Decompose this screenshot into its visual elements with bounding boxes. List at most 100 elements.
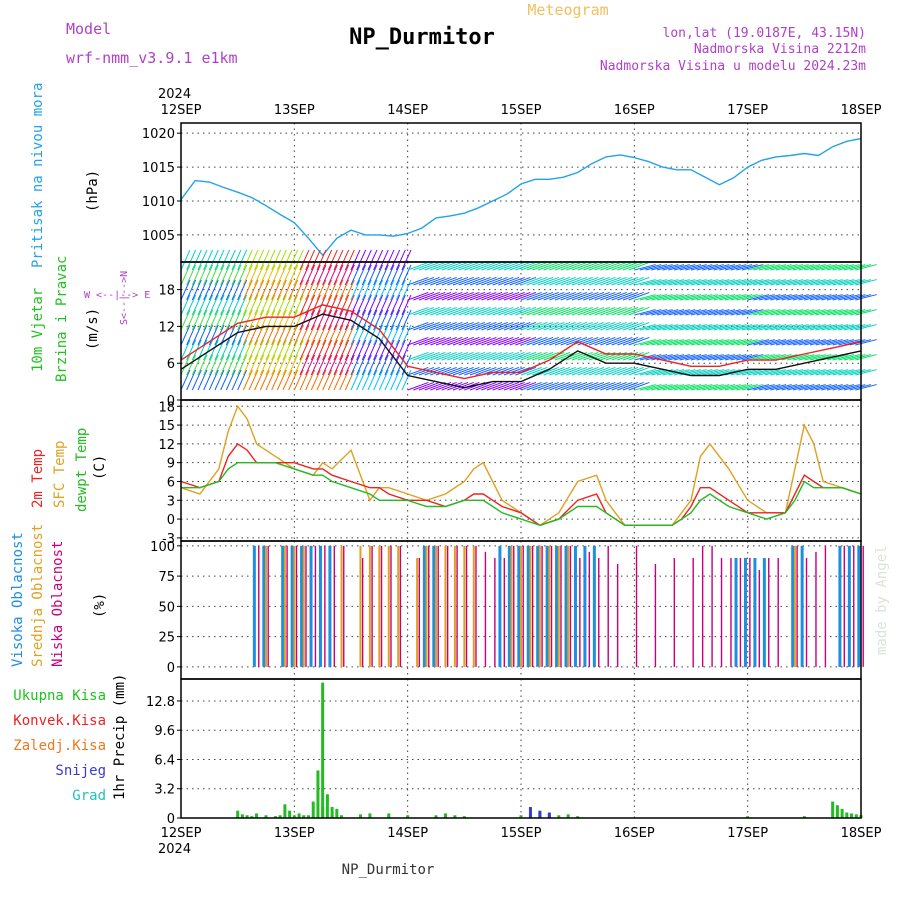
wind-barb (526, 276, 548, 286)
wind-barb (339, 324, 350, 346)
wind-barb (537, 291, 559, 301)
cloud-bar (517, 545, 521, 667)
wind-barb (322, 279, 333, 301)
precip-legend: Ukupna Kisa Konvek.Kisa Zaledj.Kisa Snij… (13, 688, 106, 804)
wind-barb (662, 279, 685, 286)
wind-barb (441, 321, 463, 331)
wind-barb (781, 309, 804, 316)
cloud-bar (397, 545, 400, 667)
cloud-bar (654, 564, 657, 667)
precip-bar (292, 815, 296, 818)
wind-barb (486, 351, 508, 361)
wind-barb (407, 321, 429, 331)
wind-barb (498, 261, 520, 271)
wind-barb (515, 336, 537, 346)
cloud-bar (267, 545, 269, 667)
wind-barb (787, 354, 809, 361)
wind-barb (390, 264, 401, 286)
wind-barb (594, 321, 616, 331)
wind-barb (707, 324, 730, 331)
wind-barb (452, 276, 474, 286)
wind-barb (418, 291, 440, 301)
wind-barb (384, 249, 395, 271)
wind-barb (685, 369, 707, 376)
wind-barb (804, 324, 826, 331)
wind-barb (543, 321, 565, 331)
cloud-bar (588, 551, 591, 667)
wind-barb (724, 324, 747, 331)
wind-barb (707, 309, 730, 316)
wind-barb (276, 339, 287, 361)
wind-barb (838, 264, 860, 271)
wind-barb (424, 381, 446, 391)
wind-barb (690, 339, 713, 346)
wind-barb (617, 336, 639, 346)
wind-barb (696, 384, 719, 391)
wind-barb (276, 279, 287, 301)
wind-barb (373, 279, 384, 301)
wind-barb (197, 354, 208, 376)
wind-barb (673, 264, 696, 271)
wind-barb (220, 324, 231, 346)
wind-barb (395, 279, 406, 301)
temp-ylabel2: SFC Temp (52, 441, 68, 508)
wind-barb (690, 309, 713, 316)
wind-barb (237, 264, 248, 286)
wind-barb (702, 354, 724, 361)
wind-barb (276, 264, 287, 286)
wind-barb (430, 366, 452, 376)
x-tick-label-bottom: 16SEP (614, 826, 655, 841)
wind-barb (543, 276, 565, 286)
wind-barb (288, 264, 299, 286)
y-tick-label: 1020 (142, 127, 175, 142)
wind-barb (441, 381, 463, 391)
cloud-bar (437, 545, 439, 667)
wind-barb (707, 384, 730, 391)
model-name: wrf-nmm_v3.9.1 e1km (66, 49, 238, 67)
precip-bar (519, 815, 523, 818)
wind-barb (554, 276, 576, 286)
wind-barb (583, 276, 605, 286)
wind-barb (515, 321, 537, 331)
wind-barb (271, 264, 282, 286)
wind-barb (401, 249, 412, 271)
wind-barb (747, 294, 770, 301)
wind-barb (662, 294, 685, 301)
wind-barb (395, 339, 406, 361)
cloud-bar (548, 545, 551, 667)
wind-barb (384, 324, 395, 346)
wind-barb (815, 309, 838, 316)
lonlat-text: lon,lat (19.0187E, 43.15N) (663, 26, 867, 41)
wind-barb (679, 339, 702, 346)
wind-barb (639, 384, 662, 391)
wind-barb (781, 339, 804, 346)
wind-barb (327, 309, 338, 331)
wind-barb (804, 369, 826, 376)
wind-barb (526, 336, 548, 346)
wind-barb (237, 369, 248, 391)
wind-barb (464, 261, 486, 271)
wind-barb (254, 249, 265, 271)
wind-barb (248, 249, 259, 271)
wind-barb (843, 264, 866, 271)
wind-barb (435, 366, 457, 376)
wind-barb (242, 249, 253, 271)
wind-barb (651, 324, 673, 331)
wind-barb (384, 279, 395, 301)
wind-barb (758, 384, 781, 391)
wind-barb (560, 366, 582, 376)
wind-barb (549, 291, 571, 301)
wind-barb (656, 309, 679, 316)
wind-barb (668, 279, 690, 286)
wind-barb (180, 339, 191, 361)
wind-barb (469, 276, 491, 286)
cloud-bar (847, 545, 851, 667)
wind-barb (509, 261, 531, 271)
wind-barb (724, 264, 747, 271)
cloud-bar (286, 545, 288, 667)
wind-barb (373, 294, 384, 316)
wind-barb (220, 279, 231, 301)
wind-barb (753, 354, 775, 361)
wind-barb (645, 339, 668, 346)
wind-unit: (m/s) (85, 308, 101, 350)
